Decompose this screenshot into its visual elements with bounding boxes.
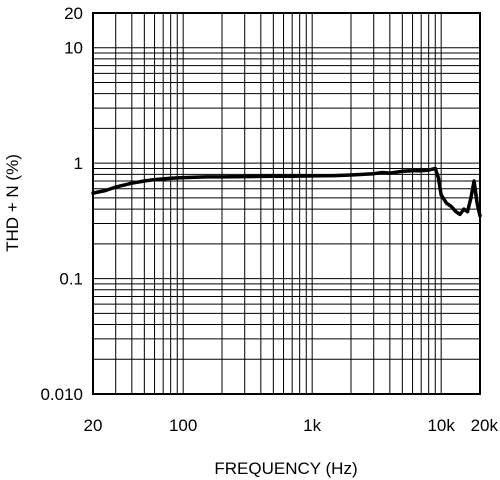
x-tick-label: 1k [303, 416, 321, 435]
grid-lines [93, 13, 480, 394]
x-tick-label: 20 [84, 416, 103, 435]
y-tick-label: 20 [64, 4, 83, 23]
tick-labels: 20 100 1k 10k 20k 0.010 0.1 1 10 20 [40, 4, 498, 435]
plot-frame [92, 12, 481, 395]
thd-n-series-line [91, 166, 482, 218]
y-tick-label: 0.010 [40, 385, 83, 404]
x-tick-label: 20k [471, 416, 499, 435]
y-tick-label: 0.1 [59, 270, 83, 289]
x-tick-label: 10k [427, 416, 455, 435]
series-layer [91, 166, 482, 218]
y-tick-label: 10 [64, 39, 83, 58]
y-tick-label: 1 [74, 154, 83, 173]
x-tick-label: 100 [169, 416, 197, 435]
y-axis-title: THD + N (%) [3, 154, 22, 252]
x-axis-title: FREQUENCY (Hz) [214, 459, 357, 478]
